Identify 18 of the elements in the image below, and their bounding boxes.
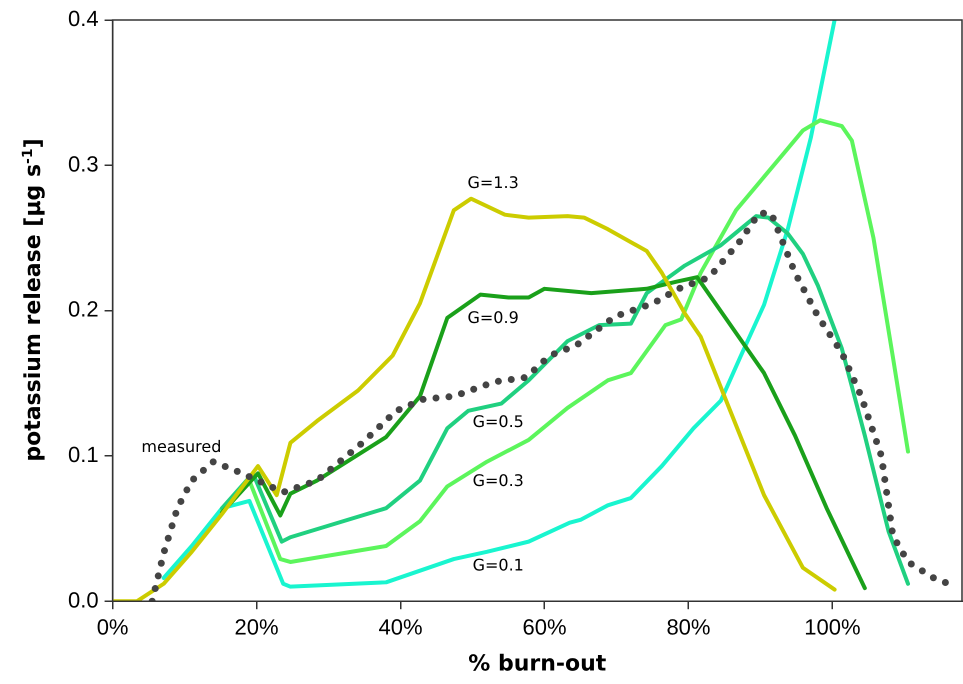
x-tick-label: 80% [666,614,710,640]
x-tick-label: 20% [234,614,279,640]
series-label: G=1.3 [467,173,519,192]
y-tick-label: 0.3 [68,151,99,176]
y-tick-label: 0.1 [68,442,99,467]
y-tick-label: 0.2 [68,296,99,322]
series-label: G=0.3 [472,471,524,490]
x-axis-title: % burn-out [468,652,607,677]
x-tick-label: 0% [96,614,128,640]
series-label: measured [141,436,222,456]
series-label: G=0.9 [467,308,519,327]
x-tick-label: 60% [522,614,567,640]
x-tick-label: 40% [378,614,423,640]
y-tick-label: 0.4 [68,6,99,32]
series-label: G=0.1 [472,555,524,574]
y-tick-label: 0.0 [68,587,99,612]
series-label: G=0.5 [472,412,524,431]
x-tick-label: 100% [804,614,861,640]
